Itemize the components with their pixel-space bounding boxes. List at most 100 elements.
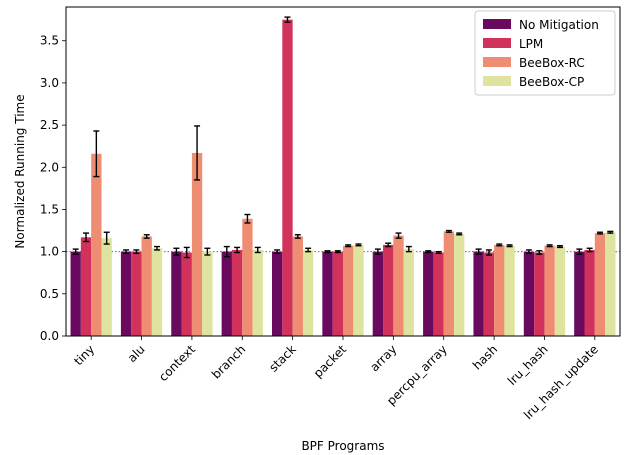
bar-beebox-rc-tiny — [91, 153, 102, 336]
legend: No Mitigation LPM BeeBox-RC BeeBox-CP — [474, 10, 616, 96]
x-tick-label: lru_hash — [505, 342, 551, 388]
error-bars-layer — [72, 16, 614, 259]
y-axis: 0.0 0.5 1.0 1.5 2.0 2.5 3.0 3.5 — [40, 34, 66, 343]
y-tick-label: 1.5 — [40, 202, 59, 216]
bar-no-mitigation-array — [372, 251, 384, 336]
bar-no-mitigation-lru_hash — [523, 251, 535, 336]
x-axis: tiny alu context branch stack packet arrayperc… — [71, 336, 601, 422]
error-bar — [274, 249, 281, 255]
y-tick-label: 2.5 — [40, 118, 59, 132]
bar-beebox-rc-branch — [242, 218, 253, 336]
y-tick-label: 0.5 — [40, 287, 59, 301]
error-bar — [425, 250, 432, 254]
error-bar — [405, 245, 412, 253]
bar-beebox-cp-packet — [353, 244, 364, 336]
error-bar — [596, 231, 603, 235]
bar-no-mitigation-packet — [322, 251, 333, 336]
error-bar — [355, 243, 362, 247]
error-bar — [546, 244, 553, 248]
error-bar — [294, 234, 301, 239]
y-tick-label: 0.0 — [40, 329, 59, 343]
error-bar — [525, 249, 532, 255]
error-bar — [223, 245, 230, 258]
y-tick-label: 3.0 — [40, 76, 59, 90]
error-bar — [506, 244, 513, 248]
legend-swatch — [483, 76, 511, 86]
y-tick-label: 1.0 — [40, 245, 59, 259]
bar-beebox-rc-lru_hash_update — [594, 233, 606, 336]
bar-no-mitigation-context — [171, 251, 182, 336]
legend-label: BeeBox-RC — [519, 56, 585, 70]
error-bar — [204, 247, 211, 256]
bar-beebox-rc-array — [393, 235, 404, 336]
x-tick-label: packet — [311, 342, 350, 381]
error-bar — [284, 16, 291, 23]
bar-beebox-cp-tiny — [101, 238, 112, 336]
error-bar — [475, 248, 482, 255]
error-bar — [183, 246, 190, 259]
x-tick-label: hash — [470, 342, 500, 372]
y-tick-label: 2.0 — [40, 160, 59, 174]
bar-beebox-cp-lru_hash — [554, 246, 566, 336]
error-bar — [485, 249, 492, 256]
bar-no-mitigation-tiny — [70, 251, 81, 336]
error-bar — [607, 230, 614, 234]
error-bar — [395, 232, 402, 239]
bar-beebox-cp-stack — [302, 249, 314, 336]
bar-no-mitigation-percpu_array — [423, 251, 434, 336]
bar-beebox-cp-alu — [151, 248, 163, 336]
error-bar — [72, 248, 79, 255]
legend-swatch — [483, 57, 511, 67]
x-tick-label: branch — [209, 342, 248, 381]
error-bar — [556, 245, 563, 249]
error-bar — [345, 244, 352, 248]
bar-beebox-cp-percpu_array — [454, 233, 465, 336]
error-bar — [374, 248, 381, 255]
bar-lpm-lru_hash_update — [584, 249, 595, 336]
bar-beebox-rc-percpu_array — [443, 231, 455, 336]
bar-beebox-rc-lru_hash — [544, 245, 555, 336]
legend-box — [474, 10, 616, 96]
error-bar — [123, 249, 130, 255]
error-bar — [305, 247, 312, 253]
bar-no-mitigation-branch — [221, 251, 232, 336]
error-bar — [83, 232, 90, 243]
bar-lpm-lru_hash — [534, 252, 545, 336]
error-bar — [254, 246, 261, 254]
error-bar — [586, 247, 593, 253]
x-tick-label: array — [367, 342, 399, 374]
x-tick-label: tiny — [71, 342, 97, 368]
legend-label: LPM — [519, 37, 543, 51]
error-bar — [496, 243, 503, 247]
error-bar — [385, 242, 392, 248]
bar-lpm-branch — [231, 249, 243, 336]
y-tick-label: 3.5 — [40, 34, 59, 48]
legend-swatch — [483, 19, 511, 29]
error-bar — [173, 247, 180, 256]
bar-beebox-cp-hash — [504, 245, 515, 336]
bar-lpm-packet — [332, 251, 343, 336]
bars-layer — [70, 19, 616, 337]
bar-beebox-rc-context — [191, 152, 203, 336]
bar-no-mitigation-hash — [473, 251, 484, 336]
legend-swatch — [483, 38, 511, 48]
bar-beebox-cp-branch — [252, 249, 263, 336]
bar-no-mitigation-stack — [271, 251, 283, 336]
bar-beebox-rc-packet — [343, 245, 354, 336]
error-bar — [93, 130, 100, 178]
bar-beebox-cp-array — [403, 249, 415, 336]
x-tick-label: alu — [125, 342, 148, 365]
bar-lpm-hash — [483, 252, 495, 336]
bar-no-mitigation-alu — [120, 251, 132, 336]
bar-beebox-rc-hash — [494, 244, 505, 336]
error-bar — [103, 231, 110, 245]
x-axis-label: BPF Programs — [301, 439, 384, 453]
error-bar — [133, 249, 140, 255]
error-bar — [234, 246, 241, 254]
legend-label: No Mitigation — [519, 18, 599, 32]
bar-lpm-alu — [131, 251, 142, 336]
error-bar — [576, 248, 583, 255]
error-bar — [536, 250, 543, 255]
bar-beebox-cp-context — [202, 251, 213, 336]
